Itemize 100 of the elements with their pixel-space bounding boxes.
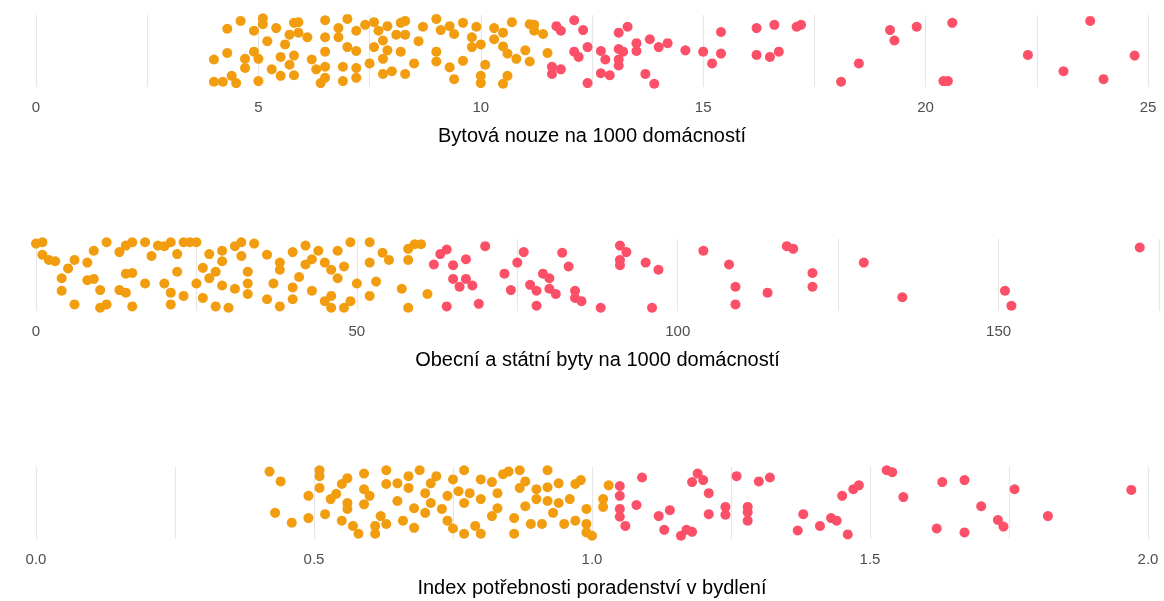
point — [460, 273, 471, 284]
point — [751, 23, 762, 34]
point — [653, 42, 664, 53]
point — [505, 285, 516, 296]
point — [992, 515, 1003, 526]
point — [807, 268, 818, 279]
point — [454, 281, 465, 292]
point — [1129, 50, 1140, 61]
x-tick-label: 150 — [986, 322, 1012, 339]
point — [836, 76, 847, 87]
point — [600, 54, 611, 65]
x-axis-title: Obecní a státní byty na 1000 domácností — [415, 348, 781, 370]
point — [473, 298, 484, 309]
point — [730, 299, 741, 310]
point — [716, 48, 726, 59]
point — [716, 27, 726, 38]
point — [1134, 242, 1145, 253]
point — [889, 35, 900, 46]
point — [998, 521, 1009, 532]
point — [512, 257, 523, 268]
point — [595, 46, 606, 56]
point — [976, 501, 987, 512]
point — [649, 78, 660, 89]
point — [555, 25, 566, 36]
point — [631, 499, 642, 510]
point — [614, 490, 625, 501]
point — [441, 244, 452, 255]
point — [531, 300, 542, 311]
point — [448, 273, 459, 284]
point — [773, 46, 784, 57]
point — [557, 247, 568, 258]
point — [621, 247, 632, 258]
point — [796, 19, 807, 30]
point — [1126, 484, 1137, 495]
x-tick-label: 5 — [254, 98, 263, 115]
point — [853, 480, 864, 491]
point — [814, 520, 825, 531]
point — [1058, 66, 1069, 77]
point — [858, 257, 869, 268]
point — [675, 530, 686, 541]
point — [555, 64, 566, 75]
point — [687, 526, 698, 537]
point — [753, 476, 764, 487]
point — [595, 302, 606, 313]
point — [707, 58, 718, 69]
point — [792, 525, 803, 536]
point — [640, 257, 651, 268]
point — [544, 273, 555, 284]
point — [807, 281, 818, 292]
x-tick-label: 0.5 — [303, 550, 325, 567]
point — [911, 21, 922, 32]
point — [448, 260, 459, 271]
x-tick-label: 1.5 — [859, 550, 881, 567]
point — [1000, 285, 1010, 296]
point — [742, 515, 753, 526]
x-tick-label: 2.0 — [1137, 550, 1159, 567]
point — [1022, 49, 1033, 60]
point — [1098, 74, 1109, 85]
point — [569, 15, 580, 26]
point — [631, 46, 642, 56]
point — [937, 477, 948, 488]
point — [428, 259, 439, 270]
point — [1085, 15, 1096, 26]
x-tick-label: 0.0 — [25, 550, 47, 567]
point — [573, 51, 584, 62]
point — [947, 17, 958, 28]
point — [764, 472, 775, 483]
point — [731, 471, 742, 482]
point — [614, 240, 625, 251]
x-tick-label: 0 — [31, 98, 41, 115]
point — [703, 488, 714, 499]
point — [460, 254, 471, 265]
point — [703, 509, 714, 520]
point — [698, 475, 709, 486]
point — [788, 243, 799, 254]
point — [1009, 484, 1020, 495]
point — [662, 38, 673, 49]
point — [730, 281, 741, 292]
point — [659, 524, 670, 535]
x-tick-label: 1.0 — [581, 550, 603, 567]
point — [518, 247, 529, 258]
point — [637, 472, 648, 483]
x-axis-title: Bytová nouze na 1000 domácností — [438, 124, 747, 146]
point — [578, 25, 589, 36]
point — [687, 477, 698, 488]
point — [837, 490, 848, 501]
point — [885, 25, 896, 36]
point — [853, 58, 864, 69]
point — [467, 280, 478, 291]
point — [613, 27, 624, 38]
point — [480, 241, 491, 252]
point — [762, 287, 773, 298]
point — [653, 511, 664, 522]
point — [898, 492, 909, 503]
point — [1042, 511, 1053, 522]
x-tick-label: 25 — [1139, 98, 1157, 115]
point — [647, 302, 658, 313]
x-tick-label: 15 — [694, 98, 712, 115]
point — [664, 505, 675, 516]
point — [550, 288, 561, 299]
